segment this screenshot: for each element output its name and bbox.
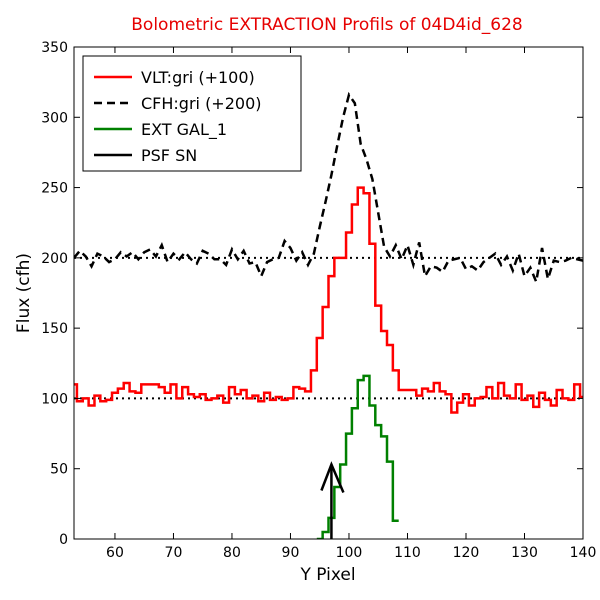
x-tick-label-0: 60	[106, 545, 124, 561]
x-tick-label-7: 130	[511, 545, 538, 561]
series-line-2	[316, 374, 399, 539]
legend-label-1: CFH:gri (+200)	[141, 94, 262, 113]
x-tick-label-3: 90	[282, 545, 300, 561]
legend-label-2: EXT GAL_1	[141, 120, 227, 140]
y-tick-label-2: 100	[41, 391, 68, 407]
legend-box	[82, 55, 302, 172]
y-axis: 0 50 100 150 200 250 300 350	[41, 40, 583, 548]
x-tick-label-1: 70	[165, 545, 183, 561]
y-tick-label-7: 350	[41, 40, 68, 56]
reference-lines	[74, 256, 583, 400]
y-tick-label-6: 300	[41, 110, 68, 126]
series-line-0	[74, 186, 583, 414]
y-tick-label-1: 50	[50, 462, 68, 478]
legend: VLT:gri (+100) CFH:gri (+200) EXT GAL_1 PSF…	[82, 55, 302, 172]
x-tick-label-8: 140	[570, 545, 597, 561]
legend-label-3: PSF SN	[141, 146, 197, 165]
x-tick-label-5: 110	[394, 545, 421, 561]
x-axis-label: Y Pixel	[299, 565, 355, 585]
y-tick-label-5: 250	[41, 181, 68, 197]
x-tick-label-6: 120	[453, 545, 480, 561]
chart-title: Bolometric EXTRACTION Profils of 04D4id_…	[131, 15, 522, 35]
plot-frame	[73, 46, 584, 540]
series-line-1	[74, 91, 583, 287]
y-tick-label-4: 200	[41, 251, 68, 267]
psf-sn-arrow-head	[320, 461, 345, 493]
x-tick-label-4: 100	[336, 545, 363, 561]
x-axis: 60 70 80 90 100 110 120 130 140	[106, 47, 596, 561]
y-axis-label: Flux (cfh)	[14, 253, 34, 333]
y-tick-label-0: 0	[59, 532, 68, 548]
x-tick-label-2: 80	[223, 545, 241, 561]
legend-label-0: VLT:gri (+100)	[141, 68, 255, 87]
psf-arrow-layer	[320, 461, 345, 539]
y-tick-label-3: 150	[41, 321, 68, 337]
